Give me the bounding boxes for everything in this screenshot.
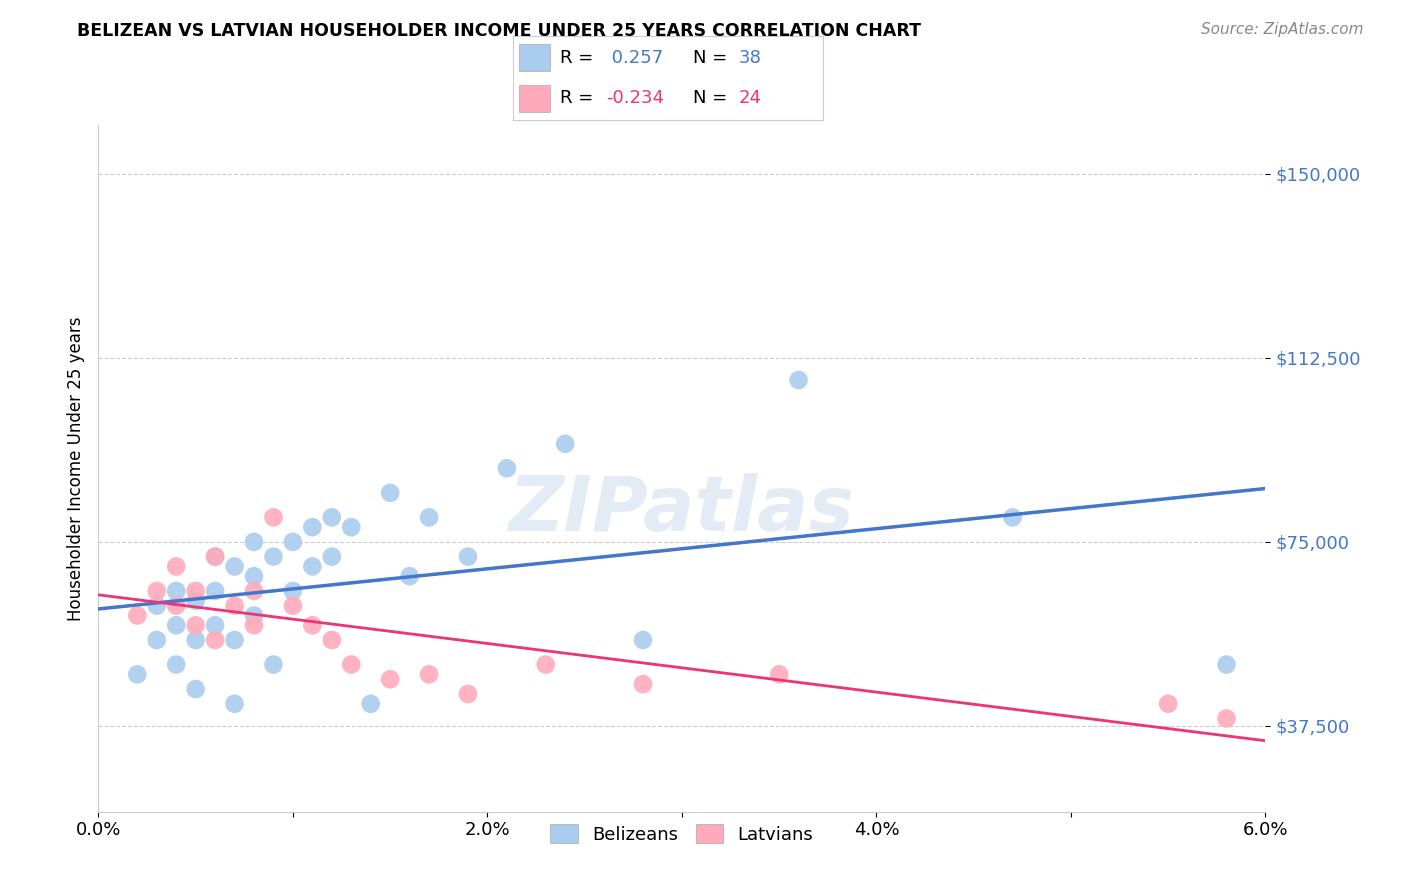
Point bbox=[301, 520, 323, 534]
Point bbox=[243, 535, 266, 549]
Point bbox=[184, 594, 207, 608]
Y-axis label: Householder Income Under 25 years: Householder Income Under 25 years bbox=[66, 316, 84, 621]
Point bbox=[262, 510, 284, 524]
Point bbox=[204, 584, 226, 599]
Point bbox=[146, 633, 169, 648]
Point bbox=[243, 569, 266, 583]
Text: R =: R = bbox=[560, 89, 599, 107]
Point bbox=[243, 584, 266, 599]
Point bbox=[281, 535, 304, 549]
Point bbox=[554, 437, 576, 451]
Point bbox=[165, 657, 187, 672]
Text: N =: N = bbox=[693, 49, 733, 67]
Point bbox=[127, 608, 149, 623]
Point bbox=[184, 682, 207, 697]
Point bbox=[1001, 510, 1024, 524]
Point bbox=[321, 549, 343, 564]
Point bbox=[496, 461, 519, 475]
Point bbox=[243, 608, 266, 623]
Point bbox=[380, 485, 402, 500]
Point bbox=[301, 618, 323, 632]
Point bbox=[418, 510, 440, 524]
Text: ZIPatlas: ZIPatlas bbox=[509, 473, 855, 547]
Point bbox=[224, 697, 246, 711]
Point bbox=[457, 549, 479, 564]
Point bbox=[204, 549, 226, 564]
Text: N =: N = bbox=[693, 89, 733, 107]
Text: 38: 38 bbox=[740, 49, 762, 67]
Point bbox=[631, 677, 654, 691]
Point bbox=[1215, 712, 1237, 726]
Point bbox=[787, 373, 810, 387]
Point bbox=[631, 633, 654, 648]
Point bbox=[165, 618, 187, 632]
Point bbox=[1157, 697, 1180, 711]
Legend: Belizeans, Latvians: Belizeans, Latvians bbox=[543, 817, 821, 851]
Point bbox=[204, 633, 226, 648]
Text: Source: ZipAtlas.com: Source: ZipAtlas.com bbox=[1201, 22, 1364, 37]
Point bbox=[457, 687, 479, 701]
Point bbox=[418, 667, 440, 681]
Bar bbox=[519, 85, 550, 112]
Point bbox=[184, 633, 207, 648]
Point bbox=[301, 559, 323, 574]
Point bbox=[165, 599, 187, 613]
Point bbox=[768, 667, 790, 681]
Text: R =: R = bbox=[560, 49, 599, 67]
Point bbox=[224, 633, 246, 648]
Text: BELIZEAN VS LATVIAN HOUSEHOLDER INCOME UNDER 25 YEARS CORRELATION CHART: BELIZEAN VS LATVIAN HOUSEHOLDER INCOME U… bbox=[77, 22, 921, 40]
Point bbox=[224, 559, 246, 574]
Point bbox=[534, 657, 557, 672]
Point bbox=[224, 599, 246, 613]
Point bbox=[204, 618, 226, 632]
Point bbox=[204, 549, 226, 564]
Point bbox=[340, 520, 363, 534]
Point bbox=[127, 667, 149, 681]
Point bbox=[1215, 657, 1237, 672]
Point bbox=[340, 657, 363, 672]
Point bbox=[262, 657, 284, 672]
Point bbox=[321, 510, 343, 524]
Point bbox=[184, 584, 207, 599]
Point bbox=[281, 584, 304, 599]
Text: -0.234: -0.234 bbox=[606, 89, 664, 107]
Point bbox=[165, 559, 187, 574]
Point bbox=[321, 633, 343, 648]
Point bbox=[262, 549, 284, 564]
Point bbox=[146, 599, 169, 613]
Point bbox=[243, 618, 266, 632]
Bar bbox=[519, 44, 550, 71]
Point bbox=[165, 584, 187, 599]
Text: 24: 24 bbox=[740, 89, 762, 107]
Point bbox=[146, 584, 169, 599]
Point bbox=[398, 569, 420, 583]
Point bbox=[281, 599, 304, 613]
Point bbox=[184, 618, 207, 632]
Point bbox=[360, 697, 382, 711]
Point bbox=[380, 673, 402, 687]
Text: 0.257: 0.257 bbox=[606, 49, 664, 67]
